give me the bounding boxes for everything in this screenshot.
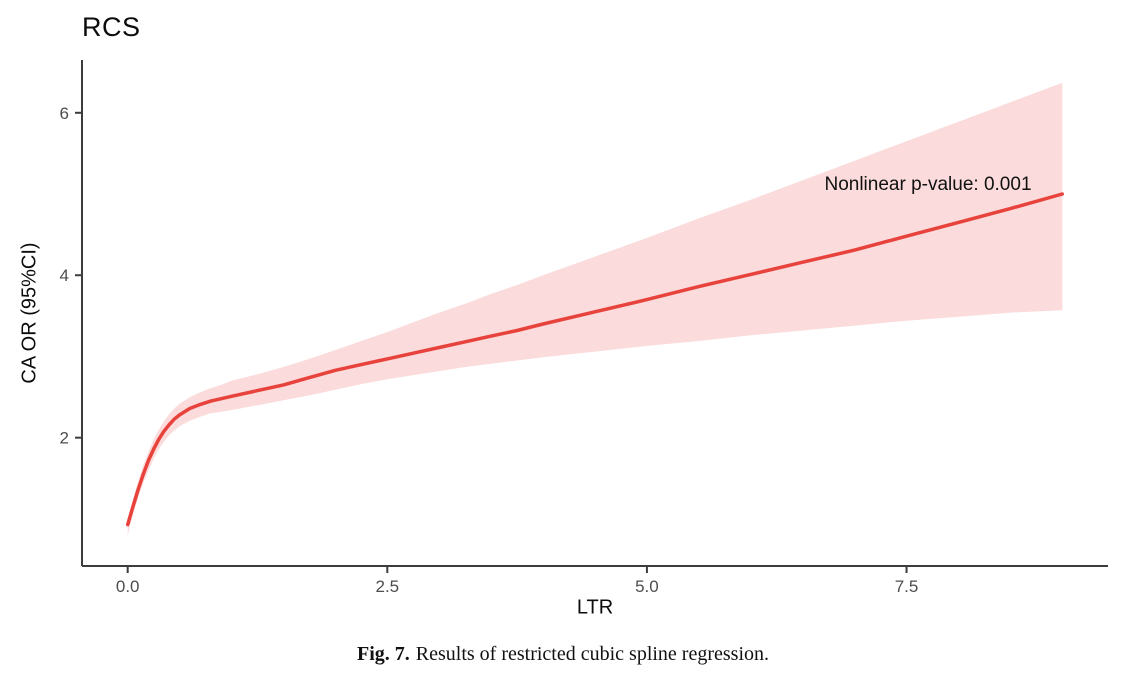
plot-title: RCS	[82, 12, 141, 42]
y-tick-label: 4	[60, 266, 69, 285]
figure-caption-label: Fig. 7.	[356, 643, 410, 665]
figure-caption-text: Results of restricted cubic spline regre…	[415, 643, 770, 665]
x-tick-label: 5.0	[635, 577, 659, 596]
figure-caption: Fig. 7. Results of restricted cubic splin…	[0, 643, 1126, 666]
x-tick-label: 0.0	[116, 577, 140, 596]
x-tick-label: 7.5	[895, 577, 919, 596]
spline-line	[125, 192, 1065, 527]
x-tick-label: 2.5	[375, 577, 399, 596]
confidence-band	[127, 82, 1063, 536]
y-tick-label: 6	[60, 104, 69, 123]
x-axis-title: LTR	[576, 596, 614, 619]
y-tick-label: 2	[60, 429, 69, 448]
nonlinear-pvalue-annotation: Nonlinear p-value: 0.001	[824, 174, 1032, 195]
y-axis-title: CA OR (95%CI)	[18, 242, 41, 384]
